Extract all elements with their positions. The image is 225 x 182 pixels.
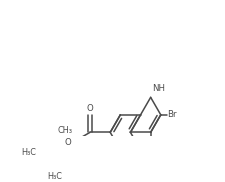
Text: H₃C: H₃C: [21, 148, 36, 157]
Text: O: O: [64, 138, 71, 147]
Text: O: O: [87, 104, 93, 113]
Text: H₃C: H₃C: [47, 172, 63, 181]
Text: CH₃: CH₃: [58, 126, 73, 135]
Text: NH: NH: [152, 84, 165, 93]
Text: Br: Br: [167, 110, 177, 119]
